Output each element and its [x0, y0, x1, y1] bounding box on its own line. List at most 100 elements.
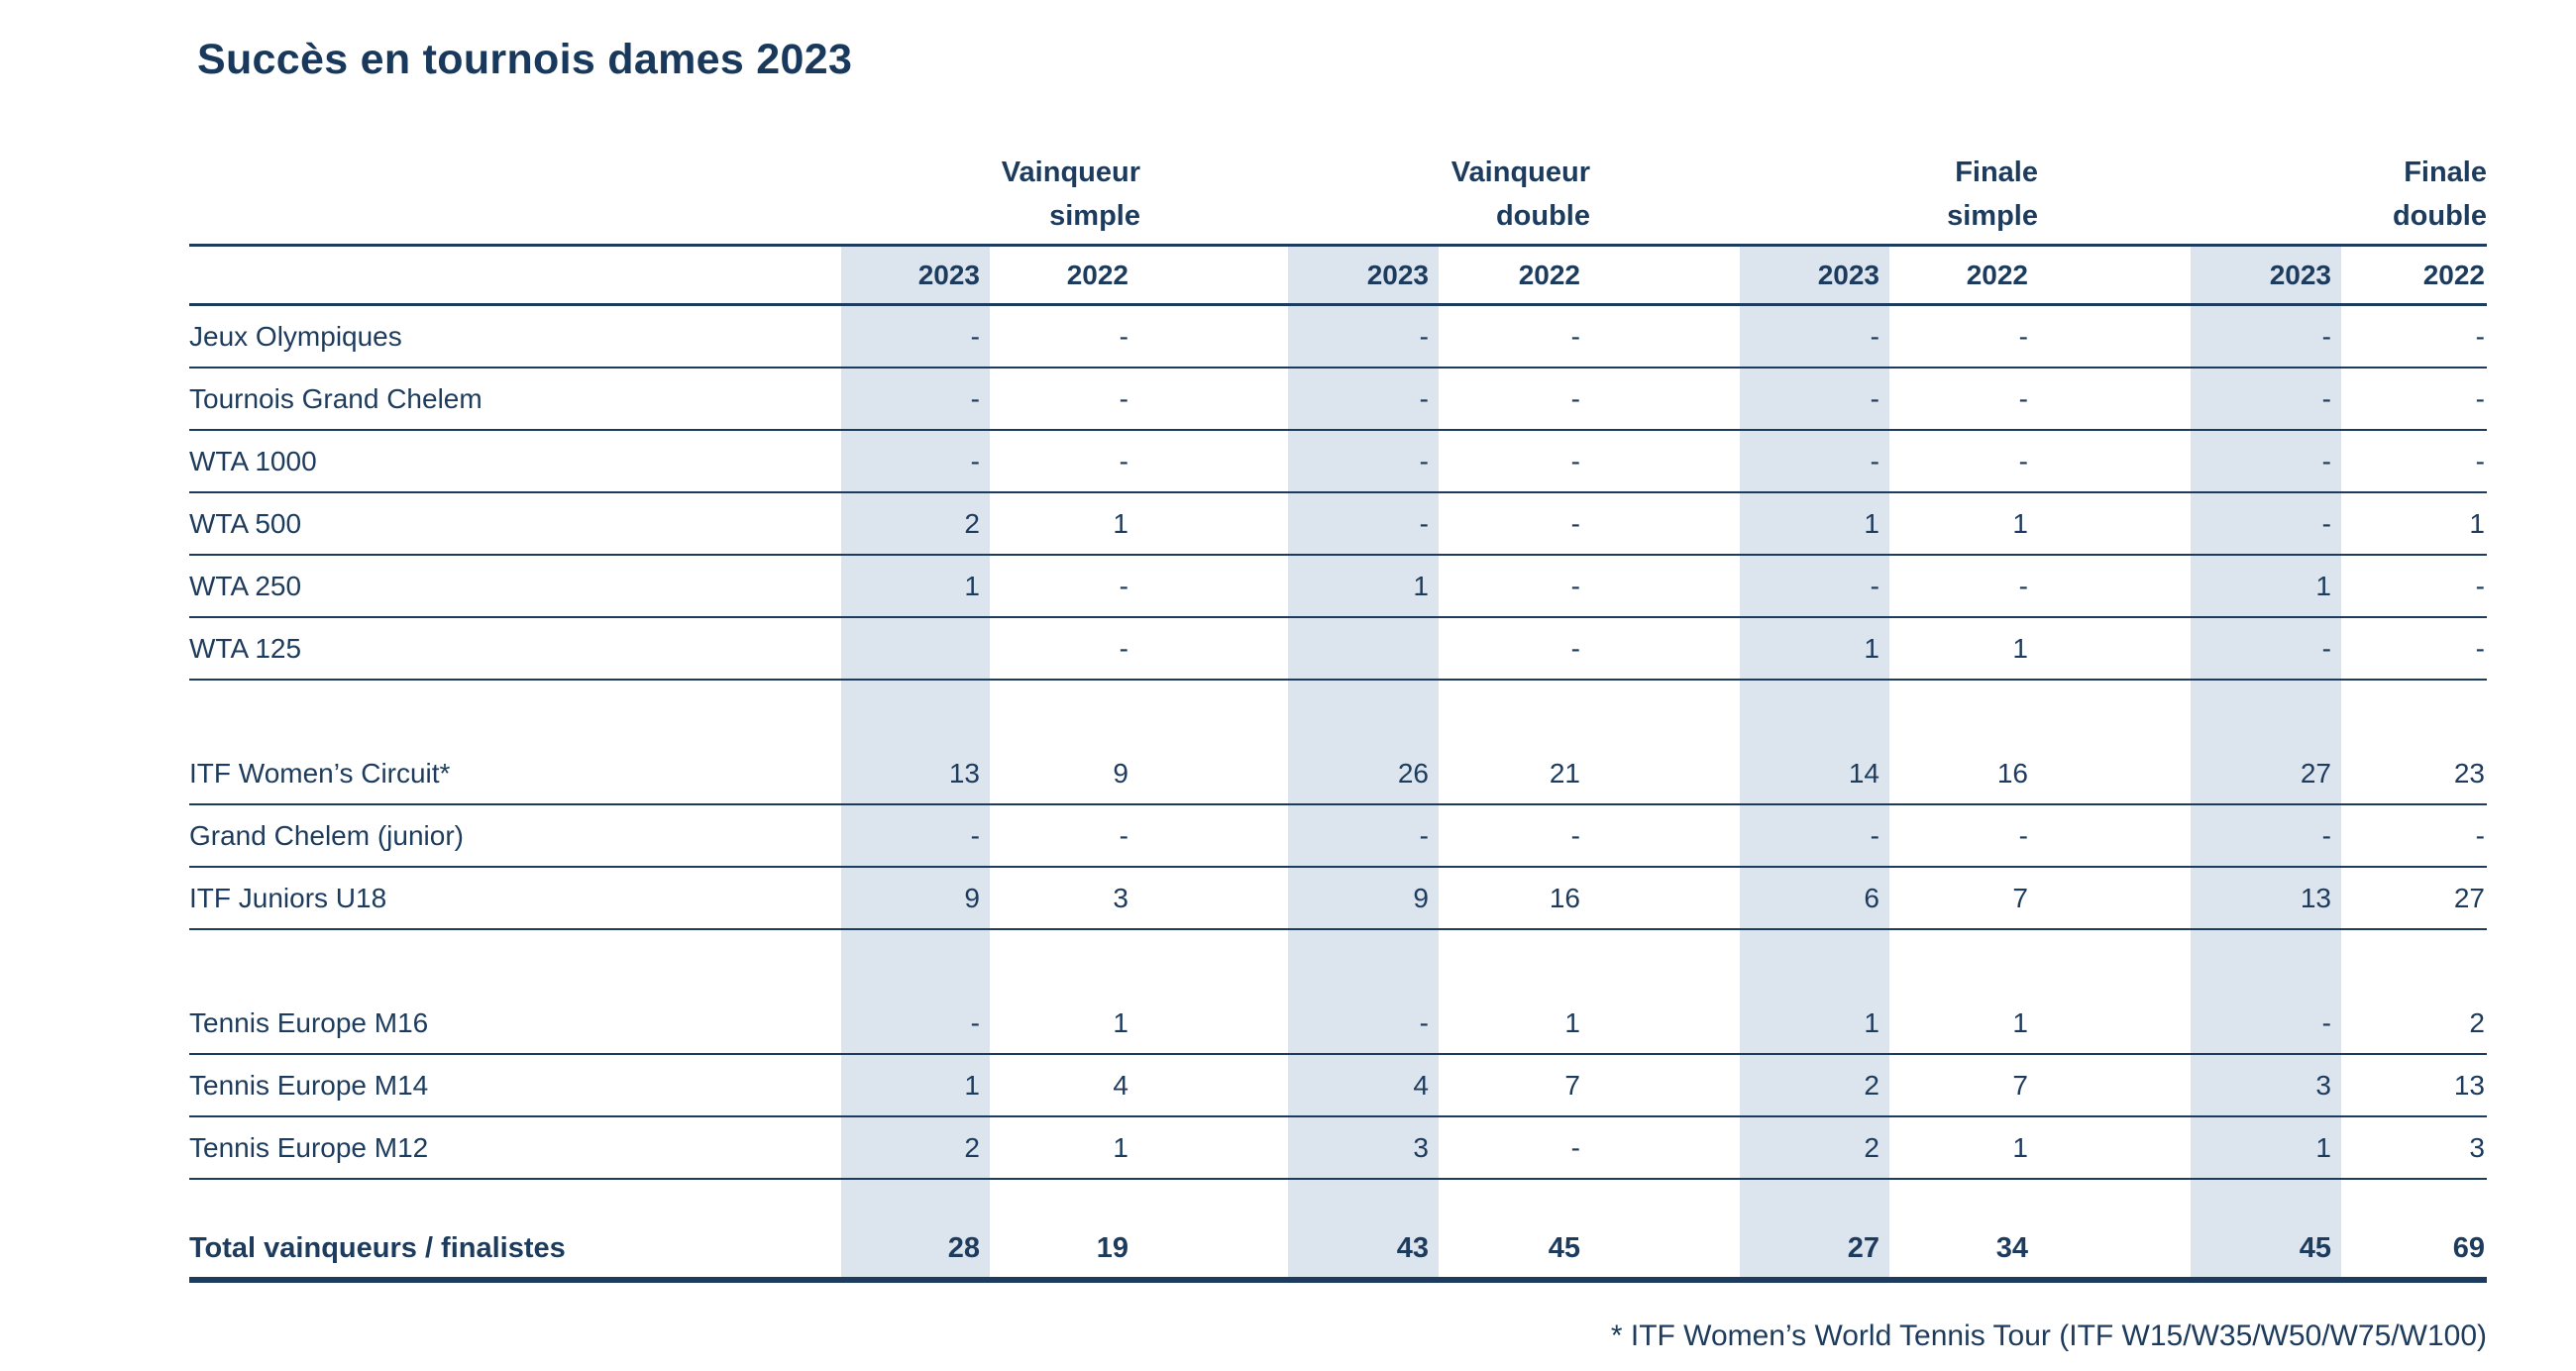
cell: - [1419, 819, 1429, 851]
cell: - [1570, 632, 1580, 664]
total-cell: 28 [947, 1232, 980, 1264]
row-label: Jeux Olympiques [189, 320, 402, 352]
year-header-cell: 2023 [2269, 259, 2331, 290]
cell: - [1570, 445, 1580, 476]
table-row-grand-chelem-junior: Grand Chelem (junior) - - - - - - - - [189, 805, 2487, 868]
total-cell: 69 [2452, 1232, 2485, 1264]
cell: 23 [2453, 757, 2485, 789]
row-label: WTA 250 [189, 570, 302, 601]
total-row: Total vainqueurs / finalistes 28 19 43 4… [189, 1220, 2487, 1283]
page-title: Succès en tournois dames 2023 [197, 36, 853, 83]
results-table: Vainqueur simple Vainqueur double Finale… [189, 0, 2487, 1371]
cell: - [2475, 570, 2485, 601]
cell: 1 [2012, 1006, 2028, 1038]
table-body: 2023 2022 2023 2022 2023 2022 2023 2022 … [189, 244, 2487, 1283]
cell: 2 [964, 507, 980, 539]
cell: - [2321, 632, 2331, 664]
cell: 1 [1864, 507, 1879, 539]
cell: 7 [2012, 1069, 2028, 1101]
cell: - [1870, 445, 1879, 476]
cell: 1 [2469, 507, 2485, 539]
cell: 26 [1397, 757, 1429, 789]
spacer-row [189, 681, 2487, 743]
row-label: WTA 1000 [189, 445, 317, 476]
group-header-line: Vainqueur [1001, 157, 1140, 188]
cell: - [1570, 819, 1580, 851]
cell: 16 [1549, 882, 1580, 913]
row-label: Tennis Europe M14 [189, 1069, 429, 1101]
total-cell: 19 [1096, 1232, 1128, 1264]
year-2023-highlight-bands [189, 244, 2487, 1283]
cell: - [2475, 819, 2485, 851]
cell: - [1419, 320, 1429, 352]
total-cell: 43 [1396, 1232, 1429, 1264]
group-header-line: double [1495, 200, 1590, 232]
cell: 6 [1864, 882, 1879, 913]
cell: - [2018, 382, 2028, 414]
cell: 13 [2300, 882, 2331, 913]
cell: - [2475, 445, 2485, 476]
cell: - [1419, 382, 1429, 414]
year-header-cell: 2022 [1066, 259, 1128, 290]
table-row-tennis-europe-m12: Tennis Europe M12 2 1 3 - 2 1 1 3 [189, 1117, 2487, 1180]
spacer-row [189, 1180, 2487, 1220]
cell: 1 [1564, 1006, 1580, 1038]
cell: - [1870, 819, 1879, 851]
band-finale-simple-2023 [1740, 244, 1889, 1283]
row-label: WTA 125 [189, 632, 302, 664]
cell: 9 [1413, 882, 1429, 913]
cell: 2 [1864, 1131, 1879, 1163]
cell: 1 [1113, 507, 1128, 539]
cell: 1 [2315, 1131, 2331, 1163]
cell: - [1419, 507, 1429, 539]
cell: - [2321, 320, 2331, 352]
total-label: Total vainqueurs / finalistes [189, 1232, 566, 1264]
cell: 1 [1864, 632, 1879, 664]
group-header-line: Finale [2404, 157, 2487, 188]
cell: 9 [1113, 757, 1128, 789]
group-header-vainqueur-double: Vainqueur double [1234, 151, 1590, 238]
row-label: Tennis Europe M12 [189, 1131, 429, 1163]
table-row-itf-womens-circuit: ITF Women’s Circuit* 13 9 26 21 14 16 27… [189, 743, 2487, 805]
cell: - [2321, 1006, 2331, 1038]
cell: 3 [2469, 1131, 2485, 1163]
cell: 7 [2012, 882, 2028, 913]
year-header-cell: 2022 [2422, 259, 2485, 290]
cell: 1 [964, 1069, 980, 1101]
cell: 1 [2315, 570, 2331, 601]
cell: 27 [2453, 882, 2485, 913]
cell: - [1570, 507, 1580, 539]
year-header-cell: 2023 [1817, 259, 1879, 290]
cell: - [1870, 570, 1879, 601]
cell: 4 [1413, 1069, 1429, 1101]
cell: - [1570, 320, 1580, 352]
group-header-finale-double: Finale double [2130, 151, 2487, 238]
cell: 16 [1996, 757, 2028, 789]
table-row-wta-125: WTA 125 - - 1 1 - - [189, 618, 2487, 681]
cell: 7 [1564, 1069, 1580, 1101]
group-header-line: Vainqueur [1450, 157, 1590, 188]
cell: 1 [1413, 570, 1429, 601]
cell: - [970, 1006, 980, 1038]
row-label: Tennis Europe M16 [189, 1006, 429, 1038]
cell: - [970, 819, 980, 851]
cell: - [2321, 382, 2331, 414]
cell: 1 [2012, 632, 2028, 664]
group-header-line: simple [1947, 200, 2038, 232]
band-vainqueur-simple-2023 [841, 244, 990, 1283]
band-vainqueur-double-2023 [1288, 244, 1439, 1283]
table-row-wta-1000: WTA 1000 - - - - - - - - [189, 431, 2487, 493]
year-header-cell: 2023 [1366, 259, 1429, 290]
cell: - [2321, 507, 2331, 539]
cell: - [2475, 320, 2485, 352]
cell: - [970, 382, 980, 414]
total-cell: 34 [1995, 1232, 2028, 1264]
cell: 3 [1113, 882, 1128, 913]
table-row-tennis-europe-m14: Tennis Europe M14 1 4 4 7 2 7 3 13 [189, 1055, 2487, 1117]
row-label: ITF Juniors U18 [189, 882, 387, 913]
cell: - [1119, 570, 1128, 601]
cell: - [2018, 445, 2028, 476]
cell: - [2018, 819, 2028, 851]
cell: - [1419, 1006, 1429, 1038]
cell: - [1570, 1131, 1580, 1163]
